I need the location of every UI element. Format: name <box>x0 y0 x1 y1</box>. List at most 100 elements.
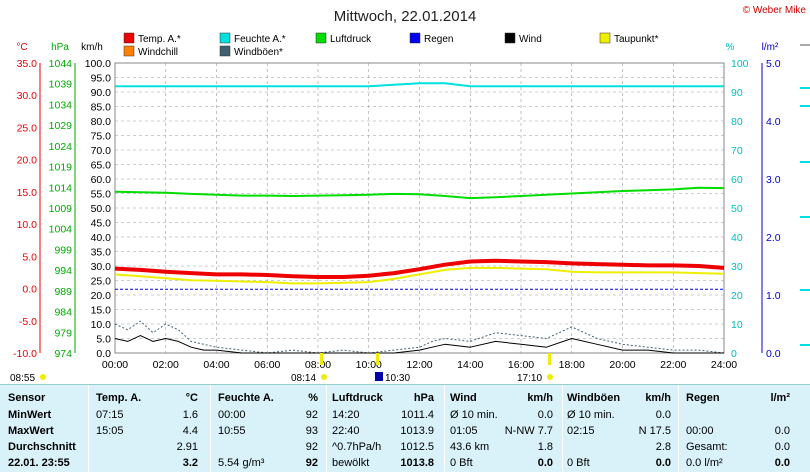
x-tick-label: 00:00 <box>102 359 128 371</box>
humidity-tick-label: 30 <box>731 261 743 273</box>
table-cell: 43.6 km <box>450 441 490 453</box>
table-header-cell: Wind <box>450 392 477 404</box>
statistics-table: Sensor Temp. A. °C Feuchte A.% Luftdruck hPa W… <box>0 384 810 472</box>
series-line-feuchte-a <box>115 82 724 88</box>
chart-title: Mittwoch, 22.01.2014 <box>334 8 477 25</box>
unit-speed: km/h <box>81 42 103 53</box>
humidity-tick-label: 90 <box>731 87 743 99</box>
speed-tick-label: 25.0 <box>91 276 112 288</box>
humidity-tick-label: 70 <box>731 145 743 157</box>
table-header-cell: Luftdruck <box>332 392 383 404</box>
temp-tick-label: 35.0 <box>17 58 38 70</box>
legend-label: Temp. A.* <box>138 34 181 45</box>
table-header-cell: Feuchte A. <box>218 392 274 404</box>
x-axis-ticks: 00:00 02:00 04:00 06:00 08:00 10:00 12:00 14:00… <box>102 359 737 371</box>
x-tick-label: 22:00 <box>660 359 686 371</box>
legend-label: Feuchte A.* <box>234 34 286 45</box>
sun-icon <box>321 374 327 380</box>
legend-label: Luftdruck <box>330 34 372 45</box>
unit-press: hPa <box>51 42 69 53</box>
table-cell: 0.0 <box>655 457 671 469</box>
pressure-tick-label: 974 <box>54 348 72 360</box>
sun-markers: 08:55 08:14 10:30 17:10 <box>10 353 553 384</box>
table-header-cell: km/h <box>645 392 671 404</box>
pressure-tick-label: 1029 <box>49 120 73 132</box>
rain-tick-label: 4.0 <box>766 116 781 128</box>
table-cell: 0.0 <box>537 409 553 421</box>
weather-chart: Mittwoch, 22.01.2014 © Weber Mike Temp. … <box>10 5 810 384</box>
table-cell: 93 <box>305 425 318 437</box>
table-cell: 92 <box>305 409 318 421</box>
table-cell: 0 Bft <box>567 457 590 469</box>
table-cell: 5.54 g/m³ <box>218 457 265 469</box>
table-header-cell: l/m² <box>770 392 790 404</box>
legend-swatch <box>409 32 421 44</box>
table-cell: 0.0 <box>537 457 553 469</box>
table-header-cell: °C <box>185 392 198 404</box>
humidity-tick-label: 100 <box>731 58 749 70</box>
legend-label: Regen <box>424 34 453 45</box>
speed-tick-label: 40.0 <box>91 232 112 244</box>
pressure-tick-label: 1024 <box>49 141 73 153</box>
marker-sunset: 17:10 <box>517 373 542 384</box>
x-tick-label: 04:00 <box>203 359 229 371</box>
table-header-cell: Windböen <box>567 392 621 404</box>
x-tick-label: 06:00 <box>254 359 280 371</box>
x-tick-label: 10:00 <box>356 359 382 371</box>
speed-tick-label: 15.0 <box>91 305 112 317</box>
x-tick-label: 20:00 <box>609 359 635 371</box>
temp-tick-label: 10.0 <box>17 219 38 231</box>
rain-tick-label: 2.0 <box>766 232 781 244</box>
speed-tick-label: 10.0 <box>91 319 112 331</box>
table-column-separator <box>562 385 563 472</box>
speed-tick-label: 100.0 <box>85 58 111 70</box>
marker-left: 08:55 <box>10 373 35 384</box>
pressure-tick-label: 1019 <box>49 162 73 174</box>
speed-tick-label: 5.0 <box>96 334 111 346</box>
series-line-taupunkt <box>114 266 725 285</box>
temp-tick-label: -10.0 <box>13 348 37 360</box>
x-tick-label: 14:00 <box>457 359 483 371</box>
table-cell: bewölkt <box>332 457 370 469</box>
table-cell: 1.8 <box>537 441 553 453</box>
table-column-separator <box>210 385 211 472</box>
series-line-temp-a <box>114 258 725 279</box>
table-row-label: MaxWert <box>8 425 54 437</box>
table-header-cell: Temp. A. <box>96 392 142 404</box>
unit-rain: l/m² <box>762 42 779 53</box>
legend-swatch <box>123 32 135 44</box>
temp-tick-label: 0.0 <box>22 284 37 296</box>
table-cell: 1011.4 <box>401 409 434 421</box>
x-tick-label: 12:00 <box>406 359 432 371</box>
table-cell: 10:55 <box>218 425 246 437</box>
table-cell: 15:05 <box>96 425 124 437</box>
humidity-tick-label: 50 <box>731 203 743 215</box>
humidity-tick-label: 20 <box>731 290 743 302</box>
pressure-tick-label: 1004 <box>49 224 73 236</box>
rain-tick-label: 1.0 <box>766 290 781 302</box>
speed-tick-label: 70.0 <box>91 145 112 157</box>
unit-hum: % <box>726 42 735 53</box>
table-cell: 0.0 <box>774 425 790 437</box>
speed-tick-label: 50.0 <box>91 203 112 215</box>
table-cell: Ø 10 min. <box>567 409 615 421</box>
legend-swatch <box>219 32 231 44</box>
table-cell: 4.4 <box>182 425 198 437</box>
table-column-separator <box>678 385 679 472</box>
rain-tick-label: 5.0 <box>766 58 781 70</box>
grid <box>114 62 725 354</box>
rain-tick-label: 3.0 <box>766 174 781 186</box>
temp-tick-label: 15.0 <box>17 187 38 199</box>
table-cell: Ø 10 min. <box>450 409 498 421</box>
sun-icon <box>547 374 553 380</box>
marker-sunrise: 08:14 <box>291 373 316 384</box>
table-cell: ^0.7hPa/h <box>332 441 382 453</box>
rain-tick-label: 0.0 <box>766 348 781 360</box>
humidity-tick-label: 0 <box>731 348 737 360</box>
table-header-cell: Sensor <box>8 392 46 404</box>
temp-tick-label: 30.0 <box>17 90 38 102</box>
legend-label: Wind <box>519 34 542 45</box>
x-tick-label: 02:00 <box>153 359 179 371</box>
legend: Temp. A.* Feuchte A.* Luftdruck Regen Wind Ta… <box>123 32 659 58</box>
table-header-cell: Regen <box>686 392 720 404</box>
